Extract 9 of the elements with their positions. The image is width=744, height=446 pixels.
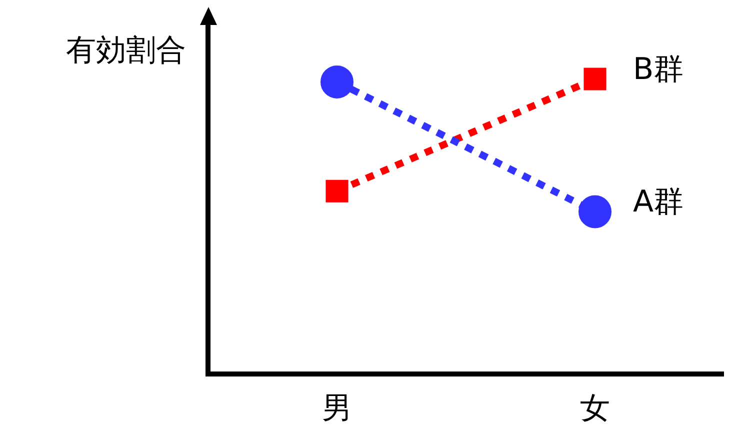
point <box>326 180 348 202</box>
x-tick-label: 男 <box>322 390 352 426</box>
y-axis-title: 有効割合 <box>66 32 186 68</box>
series-label: A群 <box>633 184 684 220</box>
point <box>584 68 606 90</box>
point <box>578 195 612 228</box>
x-tick-label: 女 <box>580 390 610 426</box>
series-label: B群 <box>633 52 684 87</box>
point <box>320 65 354 98</box>
